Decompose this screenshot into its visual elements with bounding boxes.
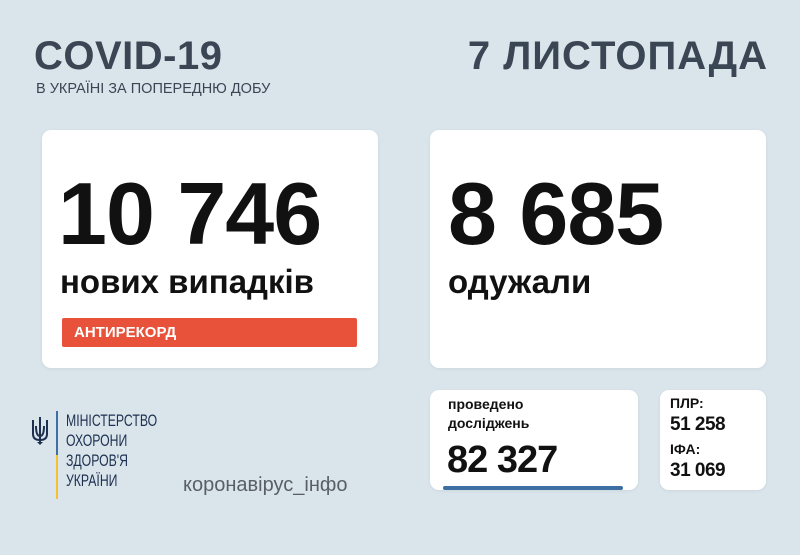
recovered-value: 8 685	[448, 164, 664, 263]
trident-icon	[32, 417, 48, 445]
tests-label-1: проведено	[448, 396, 524, 412]
ifa-value: 31 069	[670, 460, 726, 481]
tests-value: 82 327	[447, 439, 558, 481]
flag-line-yellow	[56, 455, 58, 499]
new-cases-value: 10 746	[58, 164, 322, 263]
tests-label-2: досліджень	[448, 415, 530, 431]
recovered-card: 8 685 одужали	[430, 130, 766, 368]
page-subtitle: В УКРАЇНІ ЗА ПОПЕРЕДНЮ ДОБУ	[36, 81, 271, 97]
ministry-line: ОХОРОНИ	[66, 431, 128, 450]
ministry-line: МІНІСТЕРСТВО	[66, 411, 158, 430]
flag-line-blue	[56, 411, 58, 455]
ifa-label: ІФА:	[670, 441, 701, 457]
new-cases-label: нових випадків	[60, 263, 314, 300]
recovered-label: одужали	[448, 263, 592, 300]
breakdown-card: ПЛР: 51 258 ІФА: 31 069	[660, 390, 766, 490]
plr-value: 51 258	[670, 414, 726, 435]
record-badge: АНТИРЕКОРД	[62, 318, 357, 347]
tests-card: проведено досліджень 82 327	[430, 390, 638, 490]
plr-label: ПЛР:	[670, 395, 704, 411]
page-title: COVID-19	[34, 34, 223, 78]
new-cases-card: 10 746 нових випадків АНТИРЕКОРД	[42, 130, 378, 368]
site-name: коронавірус_інфо	[183, 474, 348, 496]
date: 7 ЛИСТОПАДА	[467, 34, 768, 78]
ministry-line: УКРАЇНИ	[66, 471, 118, 490]
ministry-line: ЗДОРОВ'Я	[66, 451, 128, 470]
tests-bar	[443, 486, 623, 490]
ministry-logo-text: МІНІСТЕРСТВО ОХОРОНИ ЗДОРОВ'Я УКРАЇНИ	[66, 411, 157, 491]
